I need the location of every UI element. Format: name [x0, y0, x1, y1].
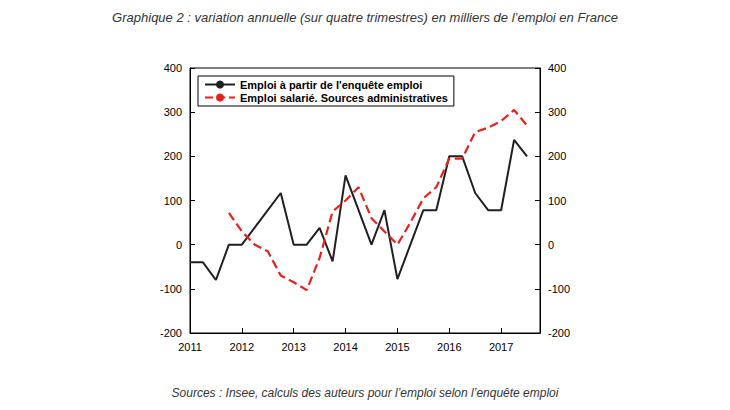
- svg-text:2015: 2015: [385, 341, 409, 353]
- svg-text:2013: 2013: [281, 341, 305, 353]
- svg-text:200: 200: [548, 150, 566, 162]
- svg-text:-100: -100: [160, 283, 182, 295]
- svg-text:2011: 2011: [178, 341, 202, 353]
- svg-text:100: 100: [164, 195, 182, 207]
- svg-text:300: 300: [164, 106, 182, 118]
- svg-text:300: 300: [548, 106, 566, 118]
- svg-text:-200: -200: [160, 327, 182, 339]
- svg-text:0: 0: [176, 239, 182, 251]
- svg-text:400: 400: [164, 62, 182, 74]
- svg-text:Sources : Insee, calculs des a: Sources : Insee, calculs des auteurs pou…: [172, 386, 559, 400]
- svg-text:400: 400: [548, 62, 566, 74]
- svg-text:2016: 2016: [437, 341, 461, 353]
- svg-text:-100: -100: [548, 283, 570, 295]
- svg-text:Emploi salarié. Sources admini: Emploi salarié. Sources administratives: [240, 92, 448, 104]
- svg-text:-200: -200: [548, 327, 570, 339]
- svg-text:0: 0: [548, 239, 554, 251]
- svg-text:Graphique 2 : variation annuel: Graphique 2 : variation annuelle (sur qu…: [112, 10, 618, 25]
- svg-text:100: 100: [548, 195, 566, 207]
- svg-text:Emploi à partir de l'enquête e: Emploi à partir de l'enquête emploi: [240, 79, 422, 91]
- svg-text:2014: 2014: [333, 341, 357, 353]
- svg-text:2017: 2017: [489, 341, 513, 353]
- svg-text:2012: 2012: [230, 341, 254, 353]
- svg-text:200: 200: [164, 150, 182, 162]
